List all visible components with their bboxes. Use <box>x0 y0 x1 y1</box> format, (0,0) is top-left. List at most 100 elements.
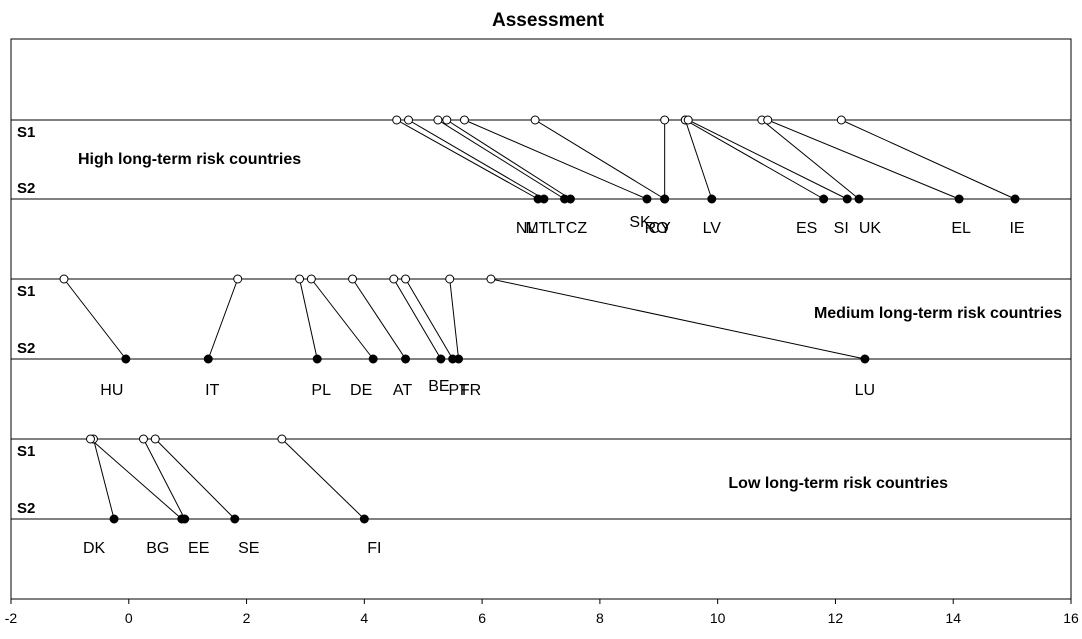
country-label-be: BE <box>428 378 449 395</box>
country-label-mt: MT <box>525 220 548 237</box>
s2-marker-lv <box>707 194 717 204</box>
connector-cy <box>534 119 665 200</box>
s1-marker-sk <box>459 115 469 125</box>
x-tick-label: 0 <box>125 610 133 626</box>
connector-el <box>767 119 960 200</box>
connector-uk <box>761 119 860 200</box>
s2-row-label: S2 <box>17 180 35 197</box>
s2-marker-fr <box>454 354 464 364</box>
x-tick-label: 14 <box>945 610 961 626</box>
s2-marker-dk <box>109 514 119 524</box>
x-tick-label: -2 <box>5 610 18 626</box>
s2-marker-lu <box>860 354 870 364</box>
plot-frame <box>10 38 1072 600</box>
connector-ie <box>841 119 1016 200</box>
x-tick-label: 12 <box>828 610 844 626</box>
s1-marker-it <box>233 274 243 284</box>
s2-marker-cz <box>565 194 575 204</box>
s1-row-label: S1 <box>17 124 35 141</box>
x-tick-label: 16 <box>1063 610 1079 626</box>
s2-marker-mt <box>539 194 549 204</box>
country-label-uk: UK <box>859 220 882 237</box>
s2-marker-ro <box>660 194 670 204</box>
connector-hu <box>63 278 127 360</box>
connector-de <box>310 278 374 360</box>
country-label-lv: LV <box>703 220 722 237</box>
country-label-nl: NL <box>516 220 537 237</box>
connector-bg <box>90 438 183 520</box>
s1-marker-ee <box>139 434 148 444</box>
country-label-ro: RO <box>645 220 669 237</box>
connector-it <box>207 278 239 360</box>
country-label-es: ES <box>796 220 817 237</box>
risk-group-panel: S1 S2 Low long-term risk countries DK BG EE SE… <box>11 434 1071 557</box>
country-label-se: SE <box>238 540 259 557</box>
country-label-ee: EE <box>188 540 209 557</box>
s2-marker-fi <box>359 514 369 524</box>
connector-pt <box>405 278 454 360</box>
s1-marker-si <box>683 115 693 125</box>
country-label-pt: PT <box>448 382 469 399</box>
connector-fi <box>281 438 365 520</box>
s2-marker-es <box>819 194 829 204</box>
country-label-ie: IE <box>1009 220 1024 237</box>
s1-marker-hu <box>59 274 69 284</box>
x-tick-label: 6 <box>478 610 486 626</box>
s2-marker-ee <box>180 514 190 524</box>
s1-marker-cz <box>442 115 452 125</box>
risk-group-title: Medium long-term risk countries <box>814 305 1062 322</box>
country-label-hu: HU <box>100 382 123 399</box>
x-tick-label: 2 <box>243 610 251 626</box>
country-label-cy: CY <box>649 220 672 237</box>
s1-marker-bg <box>86 434 95 444</box>
connector-at <box>352 278 406 360</box>
country-label-pl: PL <box>311 382 331 399</box>
s1-marker-de <box>306 274 316 284</box>
connector-pl <box>299 278 318 360</box>
country-label-el: EL <box>951 220 971 237</box>
s2-marker-it <box>203 354 213 364</box>
country-label-de: DE <box>350 382 372 399</box>
risk-group-panel: S1 S2 Medium long-term risk countries HU IT P… <box>11 274 1071 399</box>
country-label-cz: CZ <box>566 220 588 237</box>
country-label-fr: FR <box>460 382 481 399</box>
country-label-si: SI <box>834 220 849 237</box>
connector-be <box>393 278 442 360</box>
s1-marker-ro <box>660 115 670 125</box>
connector-dk <box>92 438 115 520</box>
connector-mt <box>408 119 545 200</box>
s2-marker-si <box>842 194 852 204</box>
connector-se <box>154 438 236 520</box>
risk-group-title: High long-term risk countries <box>78 151 301 168</box>
s1-marker-ie <box>836 115 846 125</box>
country-label-fi: FI <box>367 540 381 557</box>
s1-marker-lt <box>433 115 443 125</box>
s1-marker-mt <box>404 115 413 125</box>
country-label-sk: SK <box>629 214 651 231</box>
s1-row-label: S1 <box>17 283 35 300</box>
s2-marker-ie <box>1010 194 1020 204</box>
connector-lu <box>490 278 865 360</box>
s2-marker-se <box>230 514 240 524</box>
s1-marker-fi <box>277 434 287 444</box>
country-label-lt: LT <box>548 220 566 237</box>
connector-cz <box>446 119 571 200</box>
s2-marker-pl <box>312 354 322 364</box>
country-label-bg: BG <box>146 540 169 557</box>
s1-marker-cy <box>530 115 540 125</box>
s2-marker-el <box>954 194 964 204</box>
s1-marker-se <box>150 434 160 444</box>
connector-es <box>685 119 824 200</box>
s2-marker-uk <box>854 194 864 204</box>
s2-row-label: S2 <box>17 500 35 517</box>
connector-lt <box>437 119 565 200</box>
x-axis: -2 0 2 4 6 8 10 12 14 16 <box>5 599 1079 626</box>
x-tick-label: 10 <box>710 610 726 626</box>
s1-marker-lu <box>486 274 496 284</box>
chart-title: Assessment <box>492 10 605 31</box>
s1-marker-pt <box>401 274 411 284</box>
s1-marker-pl <box>295 274 305 284</box>
